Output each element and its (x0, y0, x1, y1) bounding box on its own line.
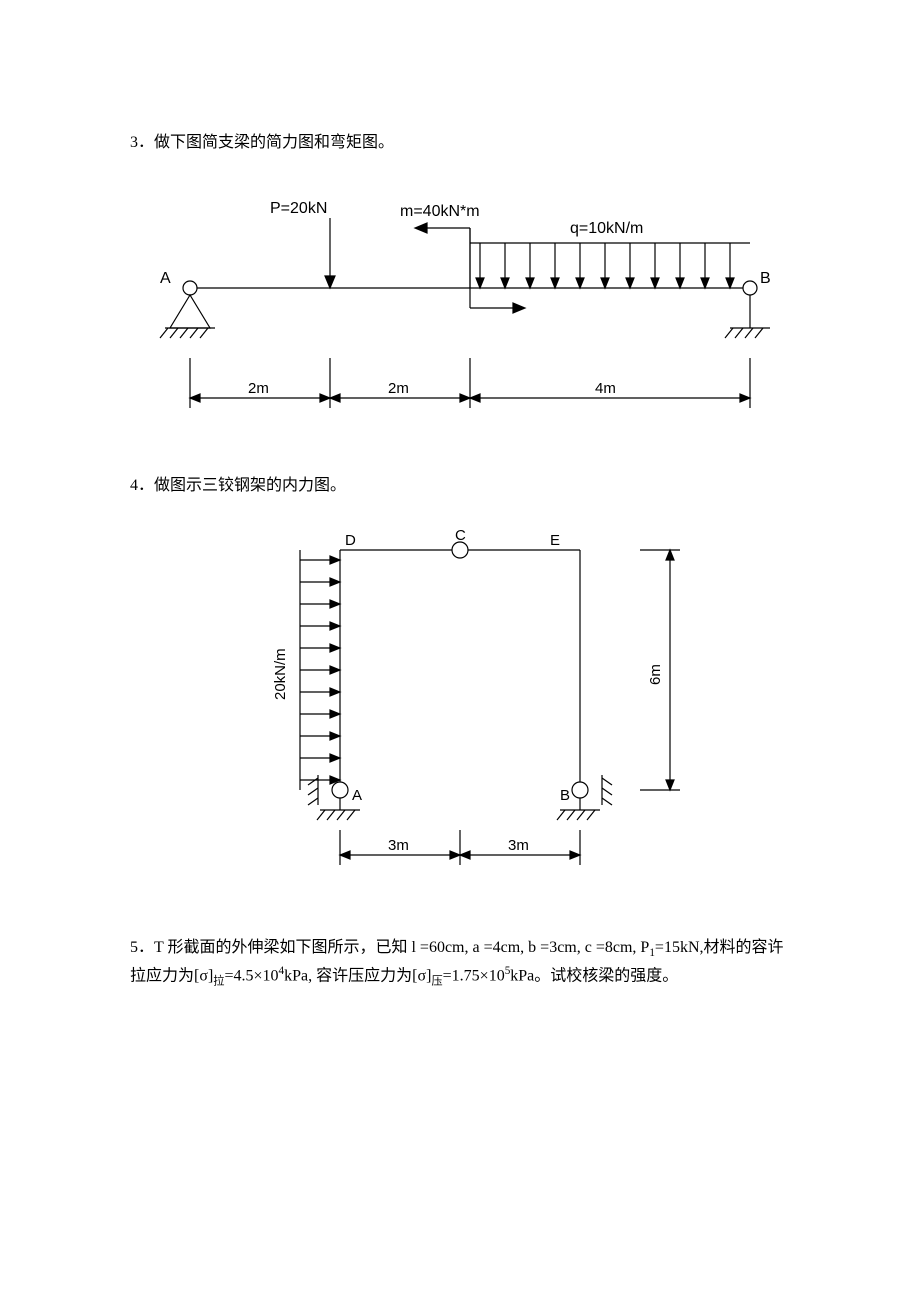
label-q: q=10kN/m (570, 220, 643, 237)
problem-5-text: 5．T 形截面的外伸梁如下图所示，已知 l =60cm, a =4cm, b =… (130, 935, 790, 992)
p5-t4sub: 压 (431, 976, 442, 988)
beam-diagram: P=20kN m=40kN*m q=10kN/m A B 2m 2m 4m (130, 168, 790, 428)
label-A: A (160, 270, 171, 287)
problem-5: 5．T 形截面的外伸梁如下图所示，已知 l =60cm, a =4cm, b =… (130, 935, 790, 992)
figure-beam: P=20kN m=40kN*m q=10kN/m A B 2m 2m 4m (130, 168, 790, 433)
p5-t5: =1.75×10 (443, 968, 505, 985)
frame-diagram: D C E A B 20kN/m 6m 3m 3m (240, 510, 740, 890)
dim4-2: 3m (508, 837, 529, 854)
label-E: E (550, 532, 560, 549)
problem-3: 3．做下图简支梁的简力图和弯矩图。 (130, 130, 790, 433)
problem-4: 4．做图示三铰钢架的内力图。 (130, 473, 790, 896)
label-q4: 20kN/m (272, 649, 289, 701)
label-B4: B (560, 787, 570, 804)
label-m: m=40kN*m (400, 203, 480, 220)
p5-t4: kPa, 容许压应力为[σ] (284, 968, 431, 985)
p5-t2sub: 拉 (213, 976, 224, 988)
dim-3: 4m (595, 380, 616, 397)
label-D: D (345, 532, 356, 549)
p5-t3: =4.5×10 (225, 968, 279, 985)
problem-4-text: 4．做图示三铰钢架的内力图。 (130, 473, 790, 499)
label-A4: A (352, 787, 362, 804)
dim-1: 2m (248, 380, 269, 397)
problem-3-text: 3．做下图简支梁的简力图和弯矩图。 (130, 130, 790, 156)
label-P: P=20kN (270, 200, 327, 217)
p5-t1: 5．T 形截面的外伸梁如下图所示，已知 l =60cm, a =4cm, b =… (130, 939, 649, 956)
label-B: B (760, 270, 771, 287)
dim4-1: 3m (388, 837, 409, 854)
dim-2: 2m (388, 380, 409, 397)
p5-t6: kPa。试校核梁的强度。 (510, 968, 678, 985)
figure-frame: D C E A B 20kN/m 6m 3m 3m (130, 510, 790, 895)
label-C: C (455, 527, 466, 544)
label-h: 6m (647, 664, 664, 685)
